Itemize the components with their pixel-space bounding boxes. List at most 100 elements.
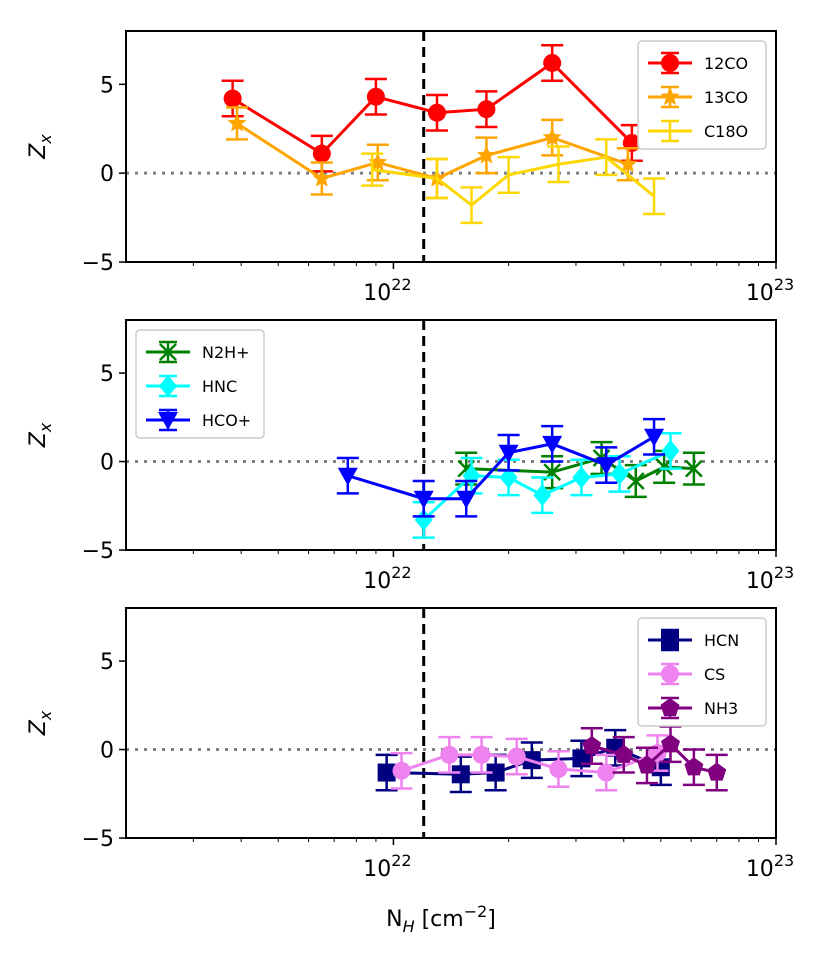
axes-frame [125,607,777,839]
y-axis-label: Zx [26,134,55,160]
data-point [596,457,617,476]
data-point [618,154,638,173]
legend-entry: HCN [648,628,739,652]
data-point [456,490,477,509]
legend-label: HCO+ [202,411,251,430]
data-point [533,484,552,507]
y-tick-label: 5 [100,362,114,387]
legend-entry: C18O [648,119,748,143]
data-point [223,89,242,108]
data-point [440,745,459,764]
data-point [413,490,434,509]
legend-marker [660,87,680,106]
y-tick-label: −5 [82,827,114,852]
legend-entry: HCO+ [146,408,251,432]
legend-label: NH3 [704,699,738,718]
legend-marker [158,412,178,430]
y-tick-label: 0 [100,739,114,764]
data-point [337,467,358,486]
legend-marker [660,698,680,717]
legend-entry: N2H+ [146,340,250,364]
data-point [637,755,657,774]
panel-bottom: 5 0 −5 1022 1023 Zx NH [cm−2] HCN CS NH3 [26,607,794,936]
legend: 12CO 13CO C18O [637,40,767,150]
y-tick-label: 5 [100,650,114,675]
data-point [312,144,331,163]
y-axis-label: Zx [26,710,55,736]
x-axis-label: NH [cm−2] [386,902,496,936]
data-point [707,762,727,781]
legend: N2H+ HNC HCO+ [135,329,265,439]
legend-entry: 12CO [648,51,748,75]
legend-entry: CS [648,662,725,686]
x-tick-label: 1023 [746,851,794,882]
data-point [392,761,411,780]
data-point [572,466,591,489]
data-point [477,100,496,119]
y-axis-label: Zx [26,422,55,448]
axes-frame [125,319,777,551]
legend-label: C18O [704,122,748,141]
y-tick-label: 0 [100,162,114,187]
data-point [227,113,247,132]
x-tick-label: 1022 [363,851,411,882]
data-point [507,747,526,766]
y-tick-label: −5 [82,251,114,276]
series-13co [225,106,639,200]
series-nh3 [580,725,728,792]
data-point [644,428,665,447]
data-point [472,745,491,764]
data-point [542,435,563,454]
legend-label: CS [704,665,725,684]
x-tick-label: 1022 [363,563,411,594]
legend-label: HNC [202,377,237,396]
data-point [428,103,447,122]
data-point [366,87,385,106]
y-tick-label: −5 [82,539,114,564]
x-tick-label: 1022 [363,275,411,306]
series-hco [336,417,666,518]
legend-label: N2H+ [202,343,250,362]
axes-frame [125,30,777,263]
legend-marker [159,375,177,397]
legend-entry: HNC [146,374,237,398]
legend-entry: NH3 [648,696,738,720]
data-point [312,168,332,187]
data-point [498,444,519,463]
legend-marker [661,631,679,649]
legend-marker [159,343,177,361]
panel-middle: 5 0 −5 1022 1023 Zx N2H+ HNC HCO+ [26,319,794,594]
data-point [597,763,616,782]
data-point [377,763,396,782]
legend-label: 13CO [704,88,748,107]
data-point [684,459,703,478]
data-point [414,508,433,531]
data-point [626,472,645,490]
panel-top: 5 0 −5 1022 1023 Zx 12CO 13CO C18O [26,30,794,306]
x-tick-label: 1023 [746,563,794,594]
y-tick-label: 0 [100,451,114,476]
series-cs [390,734,669,792]
legend-box [637,617,767,727]
legend-marker [661,54,679,72]
data-point [614,744,634,763]
x-tick-label: 1023 [746,275,794,306]
data-point [542,127,562,146]
y-tick-label: 5 [100,73,114,98]
data-point [476,145,496,164]
series-c18o [361,138,666,225]
data-point [549,760,568,778]
data-point [486,763,505,782]
data-point [451,765,470,784]
data-point [499,466,518,489]
data-point [610,462,629,485]
data-point [582,736,602,755]
series-12co [221,43,643,173]
legend-label: HCN [704,631,739,650]
data-point [661,439,680,462]
series-line [371,155,655,208]
legend: HCN CS NH3 [637,617,767,727]
data-point [684,757,704,776]
legend-label: 12CO [704,54,748,73]
